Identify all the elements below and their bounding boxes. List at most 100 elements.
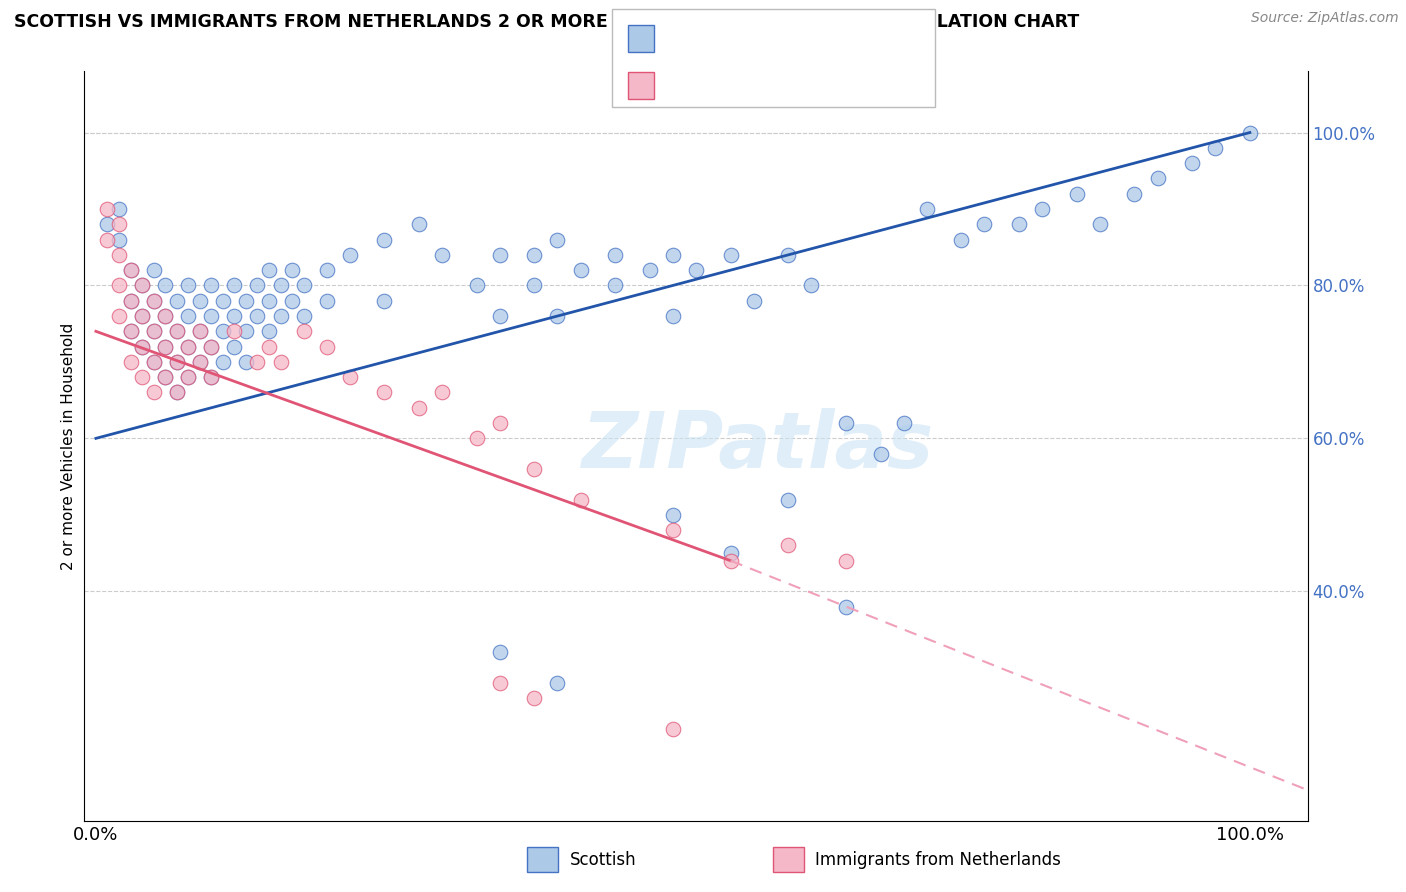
Text: ZIPatlas: ZIPatlas bbox=[581, 408, 934, 484]
Point bbox=[131, 278, 153, 293]
Point bbox=[224, 309, 246, 323]
Point bbox=[915, 202, 938, 216]
Point bbox=[131, 340, 153, 354]
Point bbox=[177, 340, 200, 354]
Point bbox=[235, 293, 257, 308]
Point bbox=[108, 309, 131, 323]
Point bbox=[662, 508, 685, 522]
Point bbox=[153, 309, 176, 323]
Point bbox=[430, 385, 453, 400]
Point bbox=[108, 233, 131, 247]
Point bbox=[177, 340, 200, 354]
Point bbox=[742, 293, 765, 308]
Point bbox=[569, 492, 592, 507]
Y-axis label: 2 or more Vehicles in Household: 2 or more Vehicles in Household bbox=[60, 322, 76, 570]
Point bbox=[292, 278, 315, 293]
Point bbox=[131, 340, 153, 354]
Point bbox=[339, 370, 361, 384]
Point bbox=[108, 248, 131, 262]
Point bbox=[281, 263, 304, 277]
Point bbox=[166, 324, 188, 338]
Point bbox=[1204, 141, 1226, 155]
Point bbox=[142, 324, 165, 338]
Point bbox=[800, 278, 823, 293]
Point bbox=[120, 263, 142, 277]
Point bbox=[166, 385, 188, 400]
Point bbox=[270, 309, 292, 323]
Point bbox=[153, 278, 176, 293]
Point bbox=[488, 248, 510, 262]
Point bbox=[465, 278, 488, 293]
Point bbox=[1031, 202, 1053, 216]
Point bbox=[950, 233, 973, 247]
Point bbox=[1066, 186, 1088, 201]
Point bbox=[177, 370, 200, 384]
Point bbox=[547, 309, 569, 323]
Point bbox=[153, 340, 176, 354]
Point bbox=[281, 293, 304, 308]
Point bbox=[142, 293, 165, 308]
Point bbox=[430, 248, 453, 262]
Point bbox=[211, 355, 233, 369]
Point bbox=[188, 324, 211, 338]
Point bbox=[523, 691, 546, 706]
Point bbox=[638, 263, 661, 277]
Point bbox=[257, 263, 280, 277]
Point bbox=[166, 324, 188, 338]
Point bbox=[1088, 217, 1111, 231]
Point bbox=[235, 324, 257, 338]
Point bbox=[200, 309, 222, 323]
Point bbox=[96, 217, 118, 231]
Point bbox=[166, 293, 188, 308]
Point bbox=[869, 447, 891, 461]
Point bbox=[131, 278, 153, 293]
Point bbox=[257, 340, 280, 354]
Point bbox=[96, 202, 118, 216]
Point bbox=[257, 293, 280, 308]
Point bbox=[120, 324, 142, 338]
Point bbox=[685, 263, 707, 277]
Point bbox=[523, 278, 546, 293]
Point bbox=[605, 278, 627, 293]
Point bbox=[835, 554, 858, 568]
Text: R = -0.250   N =   51: R = -0.250 N = 51 bbox=[665, 77, 869, 95]
Point bbox=[200, 340, 222, 354]
Point bbox=[166, 385, 188, 400]
Point bbox=[662, 248, 685, 262]
Point bbox=[605, 248, 627, 262]
Point bbox=[569, 263, 592, 277]
Point bbox=[153, 370, 176, 384]
Point bbox=[153, 370, 176, 384]
Text: Scottish: Scottish bbox=[569, 851, 636, 869]
Point bbox=[523, 248, 546, 262]
Point bbox=[339, 248, 361, 262]
Point bbox=[188, 355, 211, 369]
Point bbox=[246, 355, 269, 369]
Point bbox=[131, 309, 153, 323]
Point bbox=[292, 309, 315, 323]
Text: Immigrants from Netherlands: Immigrants from Netherlands bbox=[815, 851, 1062, 869]
Point bbox=[108, 278, 131, 293]
Point bbox=[142, 263, 165, 277]
Point bbox=[120, 324, 142, 338]
Point bbox=[835, 416, 858, 430]
Point bbox=[778, 248, 800, 262]
Point bbox=[153, 309, 176, 323]
Point bbox=[720, 554, 742, 568]
Point bbox=[108, 202, 131, 216]
Point bbox=[131, 370, 153, 384]
Point bbox=[662, 722, 685, 736]
Point bbox=[224, 340, 246, 354]
Point bbox=[893, 416, 915, 430]
Point bbox=[523, 462, 546, 476]
Point bbox=[235, 355, 257, 369]
Point bbox=[188, 355, 211, 369]
Point bbox=[778, 492, 800, 507]
Point bbox=[662, 523, 685, 537]
Point bbox=[246, 309, 269, 323]
Point bbox=[270, 278, 292, 293]
Point bbox=[720, 248, 742, 262]
Point bbox=[973, 217, 995, 231]
Point bbox=[200, 278, 222, 293]
Point bbox=[1181, 156, 1204, 170]
